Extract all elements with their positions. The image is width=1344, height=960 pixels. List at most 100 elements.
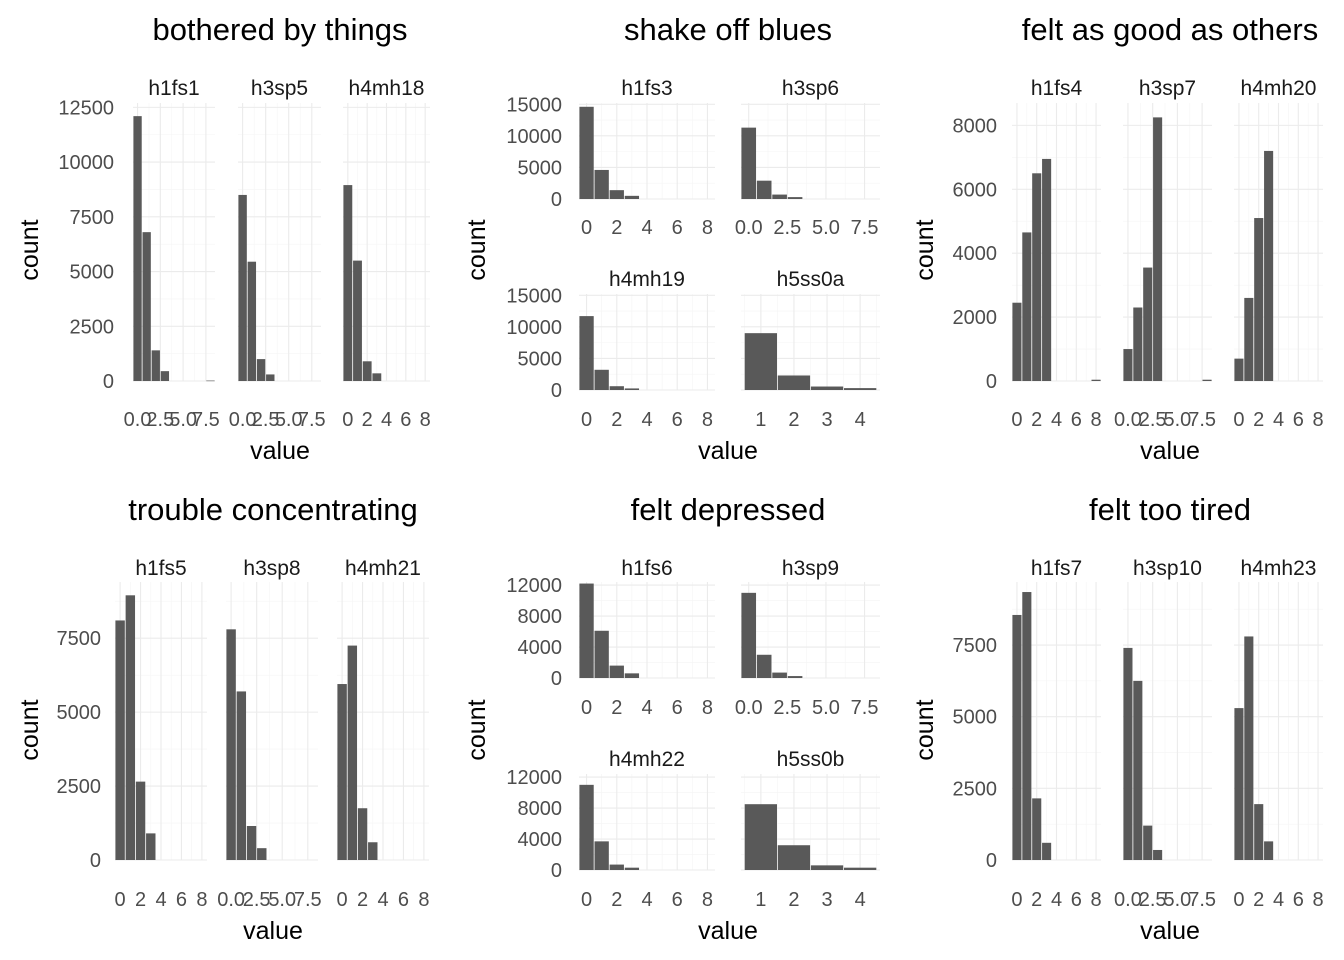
x-tick-label: 7.5 xyxy=(294,889,322,911)
x-tick-label: 0 xyxy=(1011,889,1022,911)
x-tick-label: 5.0 xyxy=(812,217,840,239)
histogram-bar xyxy=(1042,158,1052,381)
facet-strip-label: h1fs7 xyxy=(1031,557,1082,580)
facet-strip-label: h3sp9 xyxy=(782,557,839,580)
histogram-bar xyxy=(579,106,594,199)
histogram-bar xyxy=(810,865,844,870)
facet-strip-label: h1fs1 xyxy=(148,77,199,100)
y-tick-label: 8000 xyxy=(953,115,998,137)
facet-panel-h1fs1: h1fs1 0.02.55.07.5 0 2500 5000 7500 10000 12500 xyxy=(58,77,219,431)
x-tick-label: 6 xyxy=(1293,409,1304,431)
y-tick-label: 0 xyxy=(986,850,997,872)
x-axis-title: value xyxy=(250,437,310,465)
facet-panel-h5ss0b: h5ss0b 1 2 3 4 xyxy=(741,748,880,911)
histogram-bar xyxy=(624,388,640,390)
x-tick-label: 2 xyxy=(1031,889,1042,911)
histogram-bar xyxy=(579,784,594,870)
histogram-bar xyxy=(115,620,125,860)
x-tick-label: 3 xyxy=(821,409,832,431)
chart-title: felt too tired xyxy=(1089,492,1251,527)
x-tick-label: 0.0 xyxy=(1114,889,1142,911)
facet-panel-h3sp9: h3sp9 0.0 2.5 5.0 7.5 xyxy=(735,557,880,719)
histogram-bar xyxy=(741,592,757,678)
histogram-bar xyxy=(1143,267,1153,381)
histogram-bar xyxy=(609,190,624,199)
x-tick-label: 7.5 xyxy=(192,409,220,431)
x-tick-label: 6 xyxy=(398,889,409,911)
x-tick-label: 0.0 xyxy=(1114,409,1142,431)
facet-panel-h4mh21: h4mh21 0 2 4 6 8 xyxy=(337,557,430,911)
histogram-bar xyxy=(777,375,811,390)
histogram-bar xyxy=(624,195,640,199)
histogram-bar xyxy=(1133,307,1143,381)
facet-panel-h3sp10: h3sp10 0.02.55.07.5 xyxy=(1114,557,1216,911)
histogram-bar xyxy=(1202,379,1212,381)
facet-strip-label: h1fs5 xyxy=(135,557,186,580)
y-tick-label: 0 xyxy=(103,371,114,393)
chart-title: shake off blues xyxy=(624,12,832,47)
x-tick-label: 5.0 xyxy=(275,409,303,431)
x-tick-label: 2 xyxy=(1253,409,1264,431)
histogram-bar xyxy=(1032,798,1042,860)
x-tick-label: 1 xyxy=(755,889,766,911)
x-tick-label: 5.0 xyxy=(812,697,840,719)
x-tick-label: 0 xyxy=(581,217,592,239)
x-tick-label: 4 xyxy=(855,409,866,431)
facet-strip-label: h3sp6 xyxy=(782,77,839,100)
x-tick-label: 4 xyxy=(155,889,166,911)
x-tick-label: 8 xyxy=(1312,889,1323,911)
histogram-bar xyxy=(135,781,146,860)
histogram-bar xyxy=(347,645,358,860)
x-tick-label: 0 xyxy=(581,697,592,719)
histogram-bar xyxy=(1264,150,1274,381)
x-tick-label: 4 xyxy=(377,889,388,911)
histogram-bar xyxy=(1254,804,1264,860)
facet-strip-label: h1fs6 xyxy=(621,557,672,580)
x-tick-label: 0 xyxy=(337,889,348,911)
histogram-bar xyxy=(579,316,594,390)
x-tick-label: 6 xyxy=(1071,889,1082,911)
x-tick-label: 7.5 xyxy=(1188,889,1216,911)
x-tick-label: 0.0 xyxy=(229,409,257,431)
y-tick-label: 0 xyxy=(551,380,562,402)
facet-panel-h3sp8: h3sp8 0.02.55.07.5 xyxy=(217,557,321,911)
y-axis-title: count xyxy=(463,219,491,280)
x-tick-label: 6 xyxy=(672,409,683,431)
x-tick-label: 6 xyxy=(672,217,683,239)
histogram-bar xyxy=(353,260,362,381)
x-axis-title: value xyxy=(698,437,758,465)
y-tick-label: 4000 xyxy=(518,637,563,659)
chart-1: bothered by thingsvaluecounth1fs10.02.55… xyxy=(16,12,431,465)
histogram-bar xyxy=(133,116,142,382)
histogram-bar xyxy=(343,185,353,381)
y-tick-label: 5000 xyxy=(518,348,563,370)
histogram-bar xyxy=(741,127,757,199)
histogram-bar xyxy=(266,374,275,381)
y-tick-label: 0 xyxy=(551,189,562,211)
facet-strip-label: h4mh18 xyxy=(349,77,425,100)
facet-panel-h3sp7: h3sp7 0.02.55.07.5 xyxy=(1114,77,1216,431)
y-tick-label: 2500 xyxy=(57,776,102,798)
histogram-bar xyxy=(1042,842,1052,860)
histogram-bar xyxy=(810,386,844,390)
y-tick-label: 5000 xyxy=(57,702,102,724)
y-tick-label: 8000 xyxy=(518,798,563,820)
histogram-bar xyxy=(843,867,877,870)
y-tick-label: 0 xyxy=(551,860,562,882)
x-axis-title: value xyxy=(1140,917,1200,945)
x-tick-label: 0 xyxy=(1233,889,1244,911)
chart-title: trouble concentrating xyxy=(128,492,418,527)
y-tick-label: 5000 xyxy=(518,157,563,179)
facet-strip-label: h1fs4 xyxy=(1031,77,1083,100)
facet-strip-label: h4mh22 xyxy=(609,748,685,771)
x-tick-label: 2 xyxy=(1031,409,1042,431)
x-axis-title: value xyxy=(698,917,758,945)
x-tick-label: 4 xyxy=(1051,409,1062,431)
y-tick-label: 7500 xyxy=(57,628,102,650)
